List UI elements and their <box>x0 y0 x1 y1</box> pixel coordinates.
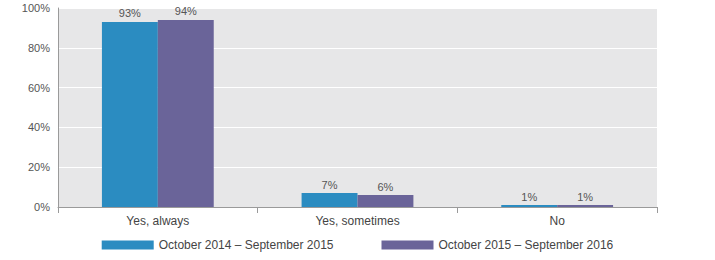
svg-text:40%: 40% <box>28 121 50 133</box>
svg-text:1%: 1% <box>521 191 537 203</box>
svg-text:100%: 100% <box>22 2 50 14</box>
svg-text:Yes, always: Yes, always <box>126 214 189 228</box>
svg-text:20%: 20% <box>28 161 50 173</box>
svg-text:0%: 0% <box>34 201 50 213</box>
svg-text:94%: 94% <box>175 5 197 17</box>
svg-text:1%: 1% <box>577 191 593 203</box>
svg-text:Yes, sometimes: Yes, sometimes <box>315 214 399 228</box>
svg-text:October 2015 – September 2016: October 2015 – September 2016 <box>439 238 614 252</box>
svg-text:No: No <box>549 214 565 228</box>
svg-text:October 2014 – September 2015: October 2014 – September 2015 <box>159 238 334 252</box>
svg-text:60%: 60% <box>28 82 50 94</box>
svg-text:7%: 7% <box>322 179 338 191</box>
svg-text:93%: 93% <box>119 7 141 19</box>
svg-text:6%: 6% <box>378 181 394 193</box>
svg-text:80%: 80% <box>28 42 50 54</box>
